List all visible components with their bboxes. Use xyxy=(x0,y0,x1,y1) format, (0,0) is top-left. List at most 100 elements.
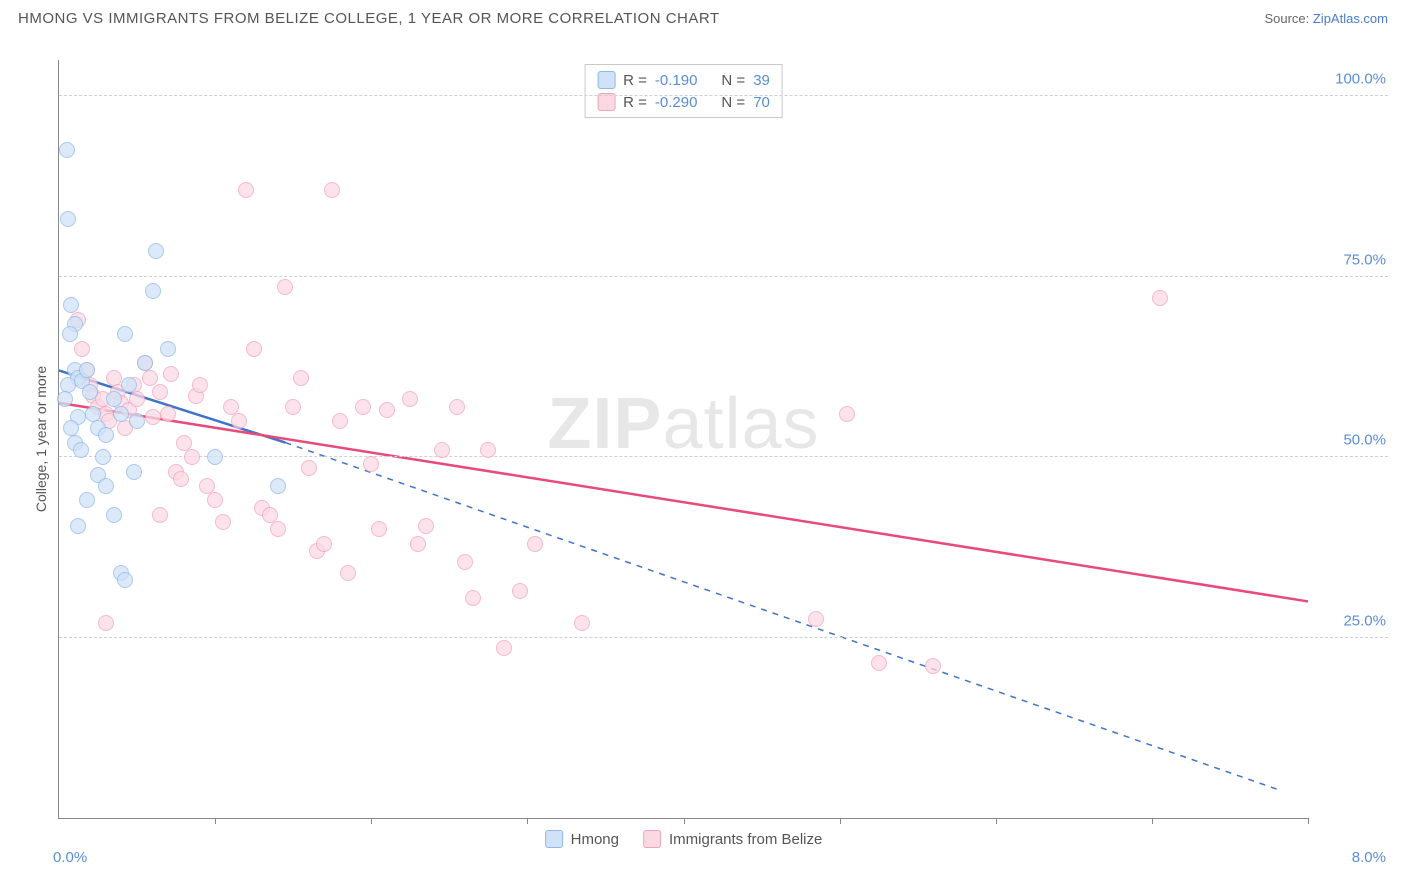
x-axis-max-label: 8.0% xyxy=(1352,849,1386,866)
data-point xyxy=(173,471,189,487)
y-axis-label: College, 1 year or more xyxy=(33,366,49,512)
data-point xyxy=(270,521,286,537)
data-point xyxy=(402,391,418,407)
data-point xyxy=(207,449,223,465)
data-point xyxy=(98,478,114,494)
data-point xyxy=(137,355,153,371)
y-tick-label: 100.0% xyxy=(1316,71,1386,88)
data-point xyxy=(57,391,73,407)
data-point xyxy=(117,326,133,342)
data-point xyxy=(293,370,309,386)
data-point xyxy=(152,384,168,400)
x-tick xyxy=(1152,818,1153,824)
data-point xyxy=(129,391,145,407)
legend-item-hmong: Hmong xyxy=(545,830,619,848)
correlation-legend: R = -0.190 N = 39 R = -0.290 N = 70 xyxy=(584,64,783,118)
data-point xyxy=(145,283,161,299)
data-point xyxy=(215,514,231,530)
data-point xyxy=(238,182,254,198)
data-point xyxy=(98,615,114,631)
legend-r-label: R = xyxy=(623,72,647,89)
data-point xyxy=(70,518,86,534)
data-point xyxy=(142,370,158,386)
plot-area: College, 1 year or more ZIPatlas R = -0.… xyxy=(58,60,1308,819)
data-point xyxy=(371,521,387,537)
data-point xyxy=(62,326,78,342)
source-attribution: Source: ZipAtlas.com xyxy=(1264,11,1388,26)
data-point xyxy=(231,413,247,429)
swatch-belize-icon xyxy=(643,830,661,848)
series-legend: Hmong Immigrants from Belize xyxy=(545,830,823,848)
gridline xyxy=(59,95,1388,96)
data-point xyxy=(808,611,824,627)
x-tick xyxy=(1308,818,1309,824)
swatch-hmong-icon xyxy=(545,830,563,848)
data-point xyxy=(512,583,528,599)
data-point xyxy=(527,536,543,552)
legend-label-belize: Immigrants from Belize xyxy=(669,831,822,848)
legend-label-hmong: Hmong xyxy=(571,831,619,848)
y-tick-label: 25.0% xyxy=(1316,612,1386,629)
data-point xyxy=(332,413,348,429)
data-point xyxy=(63,420,79,436)
data-point xyxy=(363,456,379,472)
watermark: ZIPatlas xyxy=(547,383,819,465)
data-point xyxy=(480,442,496,458)
x-tick xyxy=(684,818,685,824)
legend-n-label: N = xyxy=(721,72,745,89)
gridline xyxy=(59,637,1388,638)
data-point xyxy=(324,182,340,198)
data-point xyxy=(145,409,161,425)
data-point xyxy=(121,377,137,393)
data-point xyxy=(192,377,208,393)
x-axis-min-label: 0.0% xyxy=(53,849,87,866)
data-point xyxy=(117,572,133,588)
data-point xyxy=(129,413,145,429)
legend-row-hmong: R = -0.190 N = 39 xyxy=(597,69,770,91)
data-point xyxy=(379,402,395,418)
data-point xyxy=(574,615,590,631)
chart-title: HMONG VS IMMIGRANTS FROM BELIZE COLLEGE,… xyxy=(18,10,720,27)
y-tick-label: 50.0% xyxy=(1316,432,1386,449)
data-point xyxy=(74,341,90,357)
source-prefix: Source: xyxy=(1264,11,1312,26)
data-point xyxy=(355,399,371,415)
x-tick xyxy=(527,818,528,824)
gridline xyxy=(59,456,1388,457)
data-point xyxy=(410,536,426,552)
chart-container: College, 1 year or more ZIPatlas R = -0.… xyxy=(18,40,1388,874)
data-point xyxy=(270,478,286,494)
legend-item-belize: Immigrants from Belize xyxy=(643,830,822,848)
data-point xyxy=(79,362,95,378)
data-point xyxy=(316,536,332,552)
legend-n-value-hmong: 39 xyxy=(753,72,770,89)
data-point xyxy=(184,449,200,465)
data-point xyxy=(152,507,168,523)
legend-r-value-hmong: -0.190 xyxy=(655,72,698,89)
data-point xyxy=(60,211,76,227)
data-point xyxy=(79,492,95,508)
data-point xyxy=(113,406,129,422)
data-point xyxy=(496,640,512,656)
data-point xyxy=(95,449,111,465)
data-point xyxy=(301,460,317,476)
data-point xyxy=(246,341,262,357)
data-point xyxy=(148,243,164,259)
data-point xyxy=(160,406,176,422)
data-point xyxy=(59,142,75,158)
data-point xyxy=(839,406,855,422)
swatch-hmong xyxy=(597,71,615,89)
data-point xyxy=(925,658,941,674)
data-point xyxy=(418,518,434,534)
y-tick-label: 75.0% xyxy=(1316,251,1386,268)
source-link[interactable]: ZipAtlas.com xyxy=(1313,11,1388,26)
data-point xyxy=(449,399,465,415)
data-point xyxy=(106,507,122,523)
data-point xyxy=(82,384,98,400)
data-point xyxy=(871,655,887,671)
x-tick xyxy=(215,818,216,824)
data-point xyxy=(126,464,142,480)
data-point xyxy=(163,366,179,382)
trend-lines xyxy=(59,60,1308,818)
x-tick xyxy=(996,818,997,824)
